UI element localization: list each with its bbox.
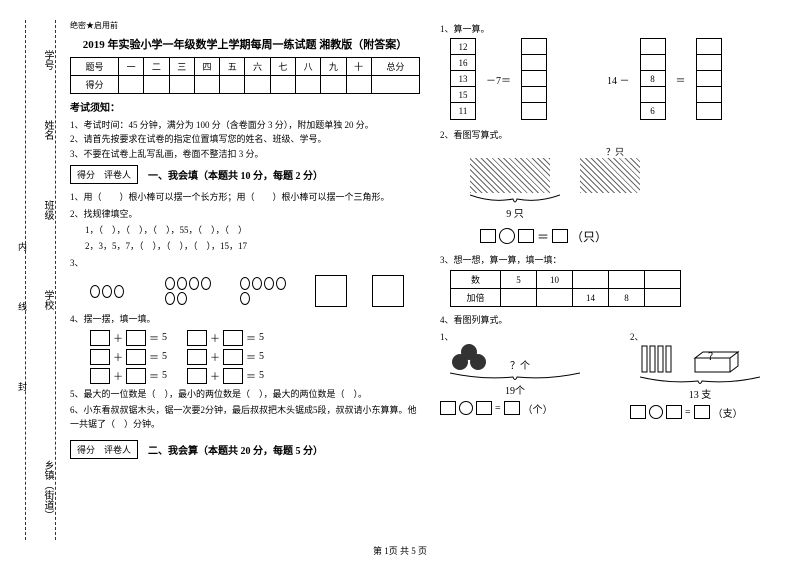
- brace-icon: [450, 372, 580, 382]
- balls-icon: [450, 344, 500, 372]
- q1-2: 2、找规律填空。: [70, 207, 420, 221]
- camel-group-right: [580, 158, 640, 193]
- grader-box-1: 得分 评卷人: [70, 165, 138, 184]
- input-stack-1: 12 16 13 15 11: [450, 38, 476, 120]
- q2-2-top-label: ？只: [440, 145, 790, 158]
- q2-4-eq-1: =（个）: [440, 401, 600, 416]
- input-stack-2: 8 6: [640, 38, 666, 120]
- score-value-row: 得分: [71, 76, 420, 94]
- q2-4-figures: 1、 ？个 19个 =（个） 2、: [440, 330, 790, 420]
- circle-group-2: [165, 277, 215, 305]
- equation-6: ＋＝5: [187, 368, 264, 384]
- q1-5: 5、最大的一位数是（ ），最小的两位数是（ ），最大的两位数是（ ）。: [70, 387, 420, 401]
- q2-2: 2、看图写算式。: [440, 128, 790, 142]
- result-stack-2: [696, 38, 722, 120]
- side-label-class: 班级: [40, 200, 55, 220]
- section-2-title: 二、我会算（本题共 20 分，每题 5 分）: [148, 442, 323, 457]
- binding-margin: 学号 姓名 班级 学校 乡镇（街道） 内 线 封: [0, 0, 60, 565]
- equation-5: ＋＝5: [90, 368, 167, 384]
- row2-label: 得分: [71, 76, 119, 94]
- grader-box-2: 得分 评卷人: [70, 440, 138, 459]
- page-footer: 第 1页 共 5 页: [0, 544, 800, 557]
- table-row: 数 5 10: [451, 271, 681, 289]
- eq-row-3: ＋＝5 ＋＝5: [90, 368, 420, 384]
- notice-head: 考试须知：: [70, 99, 420, 114]
- th-6: 六: [245, 58, 270, 76]
- q1-1: 1、用（ ）根小棒可以摆一个长方形；用（ ）根小棒可以摆一个三角形。: [70, 190, 420, 204]
- th-9: 九: [321, 58, 346, 76]
- th-3: 三: [169, 58, 194, 76]
- circle-group-3: [240, 277, 290, 305]
- q1-2b: 2，3，5，7，（ ），（ ），（ ），15，17: [85, 239, 420, 253]
- side-label-name: 姓名: [40, 120, 55, 140]
- double-table: 数 5 10 加倍 14 8: [450, 270, 681, 307]
- q2-4-fig-2: 2、 ？ 13 支 =（支）: [630, 330, 790, 420]
- th-5: 五: [220, 58, 245, 76]
- equation-3: ＋＝5: [90, 349, 167, 365]
- table-row: 加倍 14 8: [451, 289, 681, 307]
- th-7: 七: [270, 58, 295, 76]
- th-2: 二: [144, 58, 169, 76]
- dash-line-2: [25, 20, 26, 540]
- section-1-title: 一、我会填（本题共 10 分，每题 2 分）: [148, 167, 323, 182]
- answer-square-2: [372, 275, 404, 307]
- seal-char-2: 线: [18, 300, 27, 313]
- secret-label: 绝密★启用前: [70, 20, 420, 31]
- left-column: 绝密★启用前 2019 年实验小学一年级数学上学期每周一练试题 湘教版（附答案）…: [70, 20, 420, 463]
- notice-2: 2、请首先按要求在试卷的指定位置填写您的姓名、班级、学号。: [70, 132, 420, 146]
- exam-title: 2019 年实验小学一年级数学上学期每周一练试题 湘教版（附答案）: [70, 36, 420, 52]
- circle-group-1: [90, 285, 140, 298]
- th-1: 一: [119, 58, 144, 76]
- 14-minus-label: 14 －: [607, 72, 630, 87]
- minus-7-label: －7＝: [486, 72, 511, 87]
- camel-figure: [470, 158, 790, 193]
- side-label-id: 学号: [40, 50, 55, 70]
- th-4: 四: [194, 58, 219, 76]
- q1-2a: 1，（ ），（ ），（ ），55，（ ），（ ）: [85, 223, 420, 237]
- pencils-icon: [640, 344, 680, 376]
- section-1-header: 得分 评卷人 一、我会填（本题共 10 分，每题 2 分）: [70, 161, 420, 188]
- main-content: 绝密★启用前 2019 年实验小学一年级数学上学期每周一练试题 湘教版（附答案）…: [70, 20, 790, 463]
- seal-char-1: 内: [18, 240, 27, 253]
- score-table: 题号 一 二 三 四 五 六 七 八 九 十 总分 得分: [70, 57, 420, 94]
- right-column: 1、算一算。 12 16 13 15 11 －7＝ 14 － 8 6 ＝: [440, 20, 790, 463]
- q2-4: 4、看图列算式。: [440, 313, 790, 327]
- camel-group-left: [470, 158, 550, 193]
- equation-4: ＋＝5: [187, 349, 264, 365]
- seal-char-3: 封: [18, 380, 27, 393]
- th-11: 总分: [371, 58, 419, 76]
- q2-2-equation: ＝（只）: [480, 228, 790, 245]
- equation-2: ＋＝5: [187, 330, 264, 346]
- q2-4-fig-1: 1、 ？个 19个 =（个）: [440, 330, 600, 420]
- score-header-row: 题号 一 二 三 四 五 六 七 八 九 十 总分: [71, 58, 420, 76]
- q2-3: 3、想一想，算一算，填一填：: [440, 253, 790, 267]
- notice-1: 1、考试时间：45 分钟，满分为 100 分（含卷面分 3 分），附加题单独 2…: [70, 118, 420, 132]
- eq-row-1: ＋＝5 ＋＝5: [90, 330, 420, 346]
- brace-9: 9 只: [470, 193, 560, 220]
- q2-1: 1、算一算。: [440, 22, 790, 36]
- th-10: 十: [346, 58, 371, 76]
- dash-line: [55, 20, 56, 540]
- q1-6: 6、小东看叔叔锯木头，锯一次要2分钟，最后叔叔把木头锯成5段，叔叔请小东算算。他…: [70, 403, 420, 432]
- section-2-header: 得分 评卷人 二、我会算（本题共 20 分，每题 5 分）: [70, 436, 420, 463]
- q1-3: 3、: [70, 256, 420, 270]
- circles-figure: [90, 275, 420, 307]
- side-label-town: 乡镇（街道）: [40, 460, 55, 520]
- eq-row-2: ＋＝5 ＋＝5: [90, 349, 420, 365]
- answer-square-1: [315, 275, 347, 307]
- q2-4-eq-2: =（支）: [630, 405, 790, 420]
- result-stack-1: [521, 38, 547, 120]
- q1-4: 4、摆一摆，填一填。: [70, 312, 420, 326]
- th-8: 八: [295, 58, 320, 76]
- equation-1: ＋＝5: [90, 330, 167, 346]
- brace-icon: [640, 376, 760, 386]
- side-label-school: 学校: [40, 290, 55, 310]
- th-0: 题号: [71, 58, 119, 76]
- notice-3: 3、不要在试卷上乱写乱画，卷面不整洁扣 3 分。: [70, 147, 420, 161]
- calc-layout: 12 16 13 15 11 －7＝ 14 － 8 6 ＝: [450, 38, 790, 120]
- brace-icon: [470, 193, 560, 205]
- box-icon: ？: [690, 348, 740, 376]
